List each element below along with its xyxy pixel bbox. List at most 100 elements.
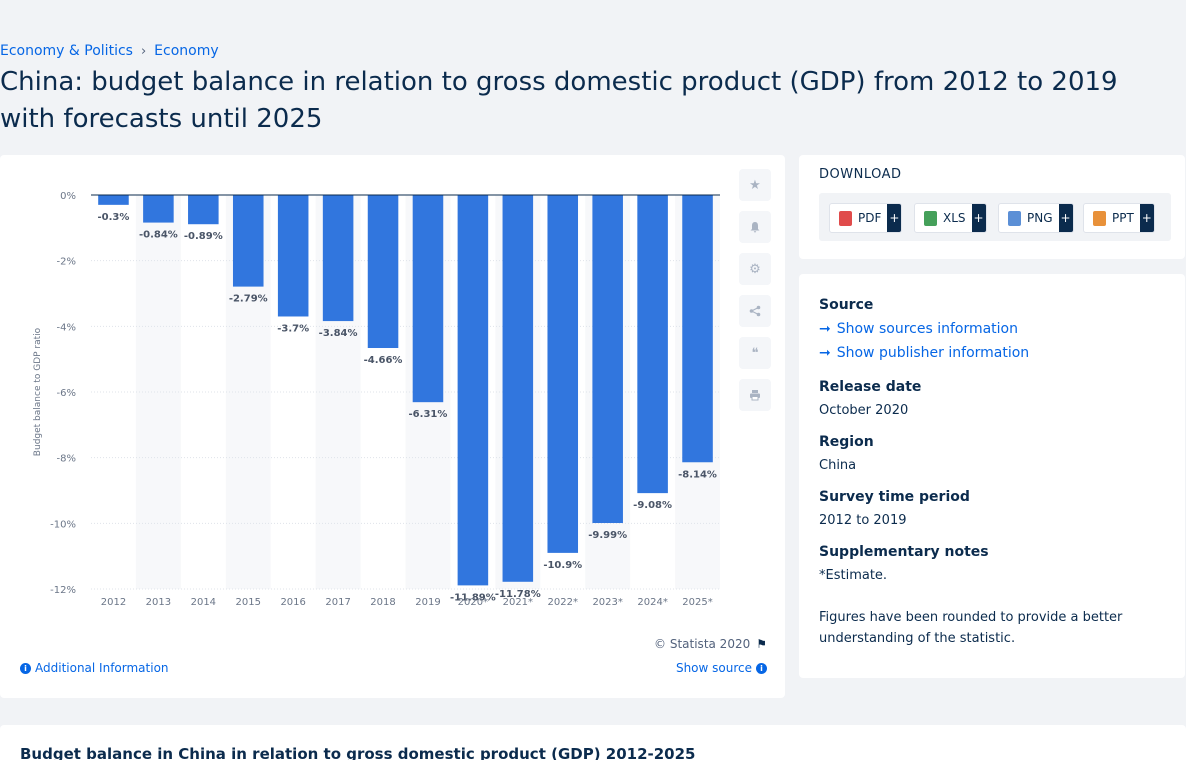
- x-tick-label: 2025*: [682, 597, 712, 608]
- data-label: -0.84%: [139, 230, 178, 241]
- download-xls-button[interactable]: XLS +: [914, 203, 987, 233]
- y-tick-label: 0%: [60, 191, 76, 202]
- y-tick-label: -8%: [57, 454, 76, 465]
- source-heading: Source: [819, 297, 874, 313]
- bar: [502, 195, 534, 582]
- copyright-text: © Statista 2020: [654, 637, 751, 651]
- additional-information-link[interactable]: i Additional Information: [20, 661, 169, 675]
- bar: [547, 195, 579, 553]
- download-png-button[interactable]: PNG +: [998, 203, 1074, 233]
- additional-information-label: Additional Information: [35, 661, 169, 675]
- ppt-file-icon: [1093, 210, 1106, 226]
- data-label: -11.78%: [495, 589, 541, 600]
- show-publisher-label: Show publisher information: [836, 345, 1030, 361]
- bar: [98, 195, 129, 205]
- breadcrumb-item-economy[interactable]: Economy: [154, 43, 219, 59]
- breadcrumb-separator-icon: ›: [140, 43, 147, 59]
- gear-icon[interactable]: ⚙: [739, 253, 771, 285]
- bell-icon[interactable]: [739, 211, 771, 243]
- plus-icon[interactable]: +: [1139, 204, 1154, 232]
- region-value: China: [819, 458, 857, 473]
- download-xls-label: XLS: [943, 211, 966, 225]
- show-source-link[interactable]: Show source i: [676, 661, 767, 675]
- share-icon[interactable]: [739, 295, 771, 327]
- bar: [412, 195, 444, 403]
- bar: [682, 195, 713, 463]
- data-label: -9.99%: [588, 530, 627, 541]
- supplementary-notes-heading: Supplementary notes: [819, 544, 989, 560]
- xls-file-icon: [924, 210, 937, 226]
- bar: [592, 195, 623, 524]
- x-tick-label: 2023*: [592, 597, 622, 608]
- flag-icon[interactable]: ⚑: [756, 637, 767, 651]
- bottom-title: Budget balance in China in relation to g…: [20, 745, 696, 760]
- download-card: DOWNLOAD PDF + XLS + PNG + PPT +: [799, 155, 1185, 259]
- supplementary-notes-value: *Estimate.: [819, 568, 888, 583]
- bar: [457, 195, 489, 586]
- x-tick-label: 2018: [370, 597, 395, 608]
- quote-icon[interactable]: ❝: [739, 337, 771, 369]
- show-sources-link[interactable]: ➞ Show sources information: [819, 321, 1018, 337]
- y-tick-label: -2%: [57, 257, 76, 268]
- source-card: Source ➞ Show sources information ➞ Show…: [799, 274, 1185, 678]
- x-tick-label: 2016: [280, 597, 305, 608]
- print-icon[interactable]: [739, 379, 771, 411]
- download-pdf-button[interactable]: PDF +: [829, 203, 903, 233]
- data-label: -0.3%: [98, 212, 130, 223]
- data-label: -6.31%: [409, 409, 448, 420]
- y-tick-label: -4%: [57, 322, 76, 333]
- survey-period-value: 2012 to 2019: [819, 513, 907, 528]
- bar: [367, 195, 399, 349]
- bar: [322, 195, 354, 322]
- y-tick-label: -6%: [57, 388, 76, 399]
- data-label: -8.14%: [678, 469, 717, 480]
- data-label: -2.79%: [229, 294, 268, 305]
- bar-chart: 0% -2% -4% -6% -8% -10% -12% Budget balance to …: [33, 191, 720, 608]
- data-label: -11.89%: [450, 592, 496, 603]
- info-icon: i: [20, 662, 31, 674]
- bar: [232, 195, 264, 287]
- bar: [277, 195, 309, 317]
- bar: [188, 195, 219, 225]
- show-publisher-link[interactable]: ➞ Show publisher information: [819, 345, 1029, 361]
- show-sources-label: Show sources information: [836, 321, 1018, 337]
- bar: [637, 195, 668, 494]
- download-bar: PDF + XLS + PNG + PPT +: [819, 193, 1171, 241]
- show-source-label: Show source: [675, 661, 752, 675]
- region-heading: Region: [819, 434, 874, 450]
- chart-card: 0% -2% -4% -6% -8% -10% -12% Budget balance to …: [0, 155, 785, 698]
- page-title: China: budget balance in relation to gro…: [0, 67, 1118, 134]
- y-tick-label: -10%: [50, 519, 76, 530]
- y-tick-label: -12%: [50, 585, 76, 596]
- x-tick-label: 2017: [325, 597, 350, 608]
- data-label: -3.84%: [319, 328, 358, 339]
- png-file-icon: [1008, 210, 1021, 226]
- plus-icon[interactable]: +: [887, 204, 902, 232]
- top-bar: [0, 0, 1186, 38]
- column-band: [135, 195, 181, 589]
- download-ppt-button[interactable]: PPT +: [1083, 203, 1155, 233]
- y-axis-label: Budget balance to GDP ratio: [33, 327, 43, 456]
- x-tick-label: 2020*: [458, 597, 488, 608]
- arrow-right-icon: ➞: [819, 345, 831, 361]
- supplementary-notes-extra: Figures have been rounded to provide a b…: [819, 610, 1123, 646]
- data-label: -9.08%: [633, 500, 672, 511]
- data-label: -4.66%: [364, 355, 403, 366]
- data-label: -0.89%: [184, 231, 223, 242]
- plus-icon[interactable]: +: [971, 204, 986, 232]
- breadcrumb-item-economy-politics[interactable]: Economy & Politics: [0, 43, 133, 59]
- copyright: © Statista 2020 ⚑: [654, 637, 767, 651]
- x-tick-label: 2012: [101, 597, 126, 608]
- download-png-label: PNG: [1027, 211, 1053, 225]
- x-tick-label: 2021*: [503, 597, 533, 608]
- bottom-card: Budget balance in China in relation to g…: [0, 725, 1186, 760]
- data-label: -3.7%: [277, 323, 309, 334]
- info-icon: i: [756, 662, 767, 674]
- release-date-heading: Release date: [819, 379, 922, 395]
- pdf-file-icon: [839, 210, 852, 226]
- download-ppt-label: PPT: [1112, 211, 1134, 225]
- plus-icon[interactable]: +: [1058, 204, 1073, 232]
- bar: [143, 195, 174, 223]
- star-icon[interactable]: ★: [739, 169, 771, 201]
- download-title: DOWNLOAD: [819, 167, 902, 182]
